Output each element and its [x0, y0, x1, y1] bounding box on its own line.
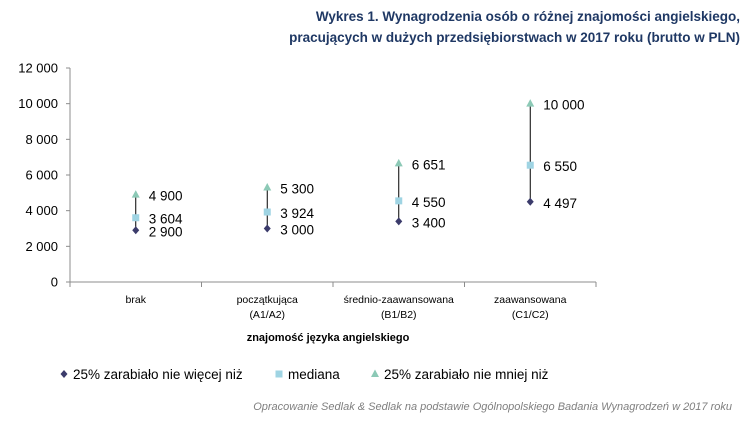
data-label: 6 550 [543, 159, 577, 174]
legend-label: 25% zarabiało nie więcej niż [73, 367, 243, 382]
data-point [263, 208, 271, 216]
x-tick-label: zaawansowana [494, 294, 567, 306]
data-point [526, 197, 534, 206]
source-note: Opracowanie Sedlak & Sedlak na podstawie… [253, 401, 732, 413]
x-tick-label: brak [126, 294, 147, 306]
x-tick-label: (B1/B2) [381, 309, 417, 321]
chart-title-line-1: Wykres 1. Wynagrodzenia osób o różnej zn… [315, 9, 740, 24]
data-label: 4 900 [149, 189, 183, 204]
chart-title: Wykres 1. Wynagrodzenia osób o różnej zn… [150, 6, 740, 48]
data-point [395, 197, 403, 205]
data-point [263, 224, 271, 233]
data-label: 3 604 [149, 212, 183, 227]
data-label: 10 000 [543, 98, 584, 113]
data-label: 4 550 [412, 195, 446, 210]
data-point [131, 190, 140, 198]
data-point [526, 161, 534, 169]
data-point [394, 158, 403, 167]
data-point [132, 214, 140, 222]
data-point [263, 182, 272, 191]
data-point [132, 226, 140, 235]
y-tick-label: 2 000 [25, 239, 58, 254]
legend-label: 25% zarabiało nie mniej niż [384, 367, 549, 382]
y-tick-label: 6 000 [25, 168, 58, 183]
legend-label: mediana [288, 367, 340, 382]
data-point [526, 99, 535, 107]
y-tick-label: 8 000 [25, 132, 58, 147]
data-label: 3 400 [412, 215, 446, 230]
data-label: 6 651 [412, 157, 446, 172]
legend-marker [275, 370, 283, 378]
y-tick-label: 12 000 [18, 61, 58, 76]
data-label: 4 497 [543, 196, 577, 211]
legend-marker [60, 370, 68, 378]
x-tick-label: (A1/A2) [249, 309, 285, 321]
data-label: 5 300 [280, 181, 314, 196]
x-tick-label: początkująca [237, 294, 298, 306]
legend-marker [371, 369, 379, 377]
y-tick-label: 4 000 [25, 203, 58, 218]
data-point [395, 217, 403, 226]
data-label: 3 000 [280, 223, 314, 238]
x-tick-label: średnio-zaawansowana [344, 294, 454, 306]
y-tick-label: 0 [51, 275, 58, 290]
x-axis-title: znajomość języka angielskiego [247, 332, 410, 344]
data-label: 3 924 [280, 206, 314, 221]
y-tick-label: 10 000 [18, 96, 58, 111]
data-label: 2 900 [149, 224, 183, 239]
x-tick-label: (C1/C2) [512, 309, 549, 321]
chart-title-line-2: pracujących w dużych przedsiębiorstwach … [289, 30, 740, 45]
